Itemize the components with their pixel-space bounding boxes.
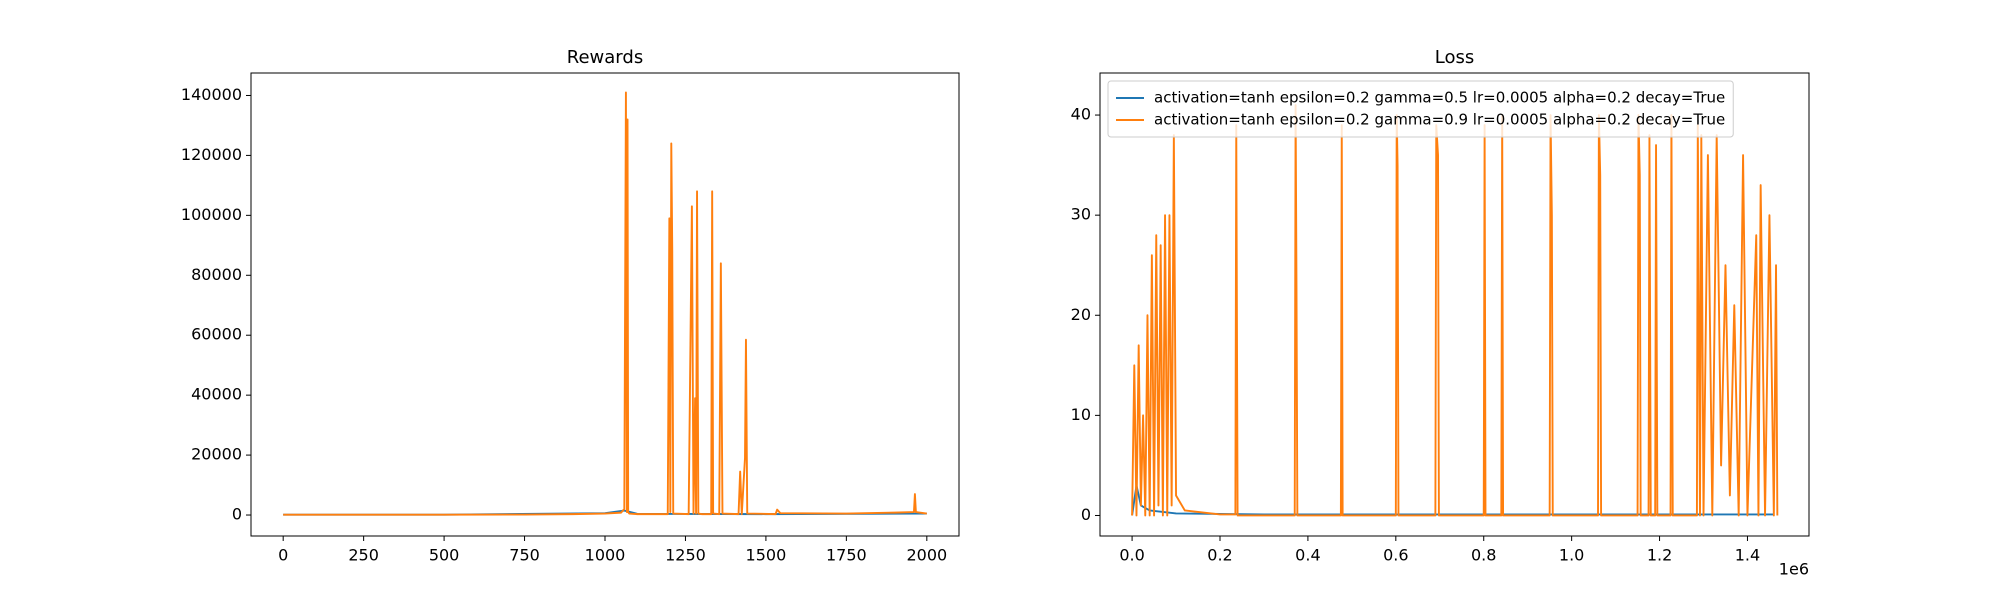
y-tick-label: 60000 [191, 325, 242, 344]
legend-frame [1107, 80, 1734, 138]
x-tick-label: 0.2 [1207, 546, 1232, 565]
x-tick-label: 1.0 [1559, 546, 1584, 565]
x-tick-label: 1000 [585, 546, 626, 565]
x-tick-label: 0.4 [1295, 546, 1320, 565]
x-tick-label: 1.4 [1735, 546, 1760, 565]
legend: activation=tanh epsilon=0.2 gamma=0.5 lr… [1107, 80, 1734, 138]
x-tick-label: 500 [429, 546, 460, 565]
y-tick-label: 0 [1081, 505, 1091, 524]
x-tick-label: 250 [348, 546, 379, 565]
y-tick-label: 20000 [191, 445, 242, 464]
data-line [283, 91, 927, 516]
x-tick-label: 1250 [665, 546, 706, 565]
y-tick-label: 20 [1071, 305, 1091, 324]
chart-title: Rewards [567, 47, 643, 68]
y-tick-label: 40000 [191, 385, 242, 404]
y-tick-label: 10 [1071, 405, 1091, 424]
y-tick-label: 0 [232, 505, 242, 524]
x-tick-label: 0.0 [1119, 546, 1144, 565]
axes-frame [1099, 72, 1810, 537]
x-tick-label: 1.2 [1647, 546, 1672, 565]
y-tick-label: 40 [1071, 105, 1091, 124]
x-tick-label: 750 [509, 546, 540, 565]
legend-label: activation=tanh epsilon=0.2 gamma=0.5 lr… [1154, 89, 1725, 107]
y-tick-label: 140000 [181, 85, 242, 104]
x-tick-label: 0.6 [1383, 546, 1408, 565]
y-tick-label: 120000 [181, 145, 242, 164]
chart-title: Loss [1435, 47, 1474, 68]
y-tick-label: 100000 [181, 205, 242, 224]
x-tick-label: 0 [278, 546, 288, 565]
x-tick-label: 1750 [826, 546, 867, 565]
y-tick-label: 30 [1071, 205, 1091, 224]
x-offset-label: 1e6 [1779, 560, 1809, 579]
x-tick-label: 0.8 [1471, 546, 1496, 565]
y-tick-label: 80000 [191, 265, 242, 284]
legend-label: activation=tanh epsilon=0.2 gamma=0.9 lr… [1154, 111, 1725, 129]
x-tick-label: 2000 [906, 546, 947, 565]
x-tick-label: 1500 [746, 546, 787, 565]
